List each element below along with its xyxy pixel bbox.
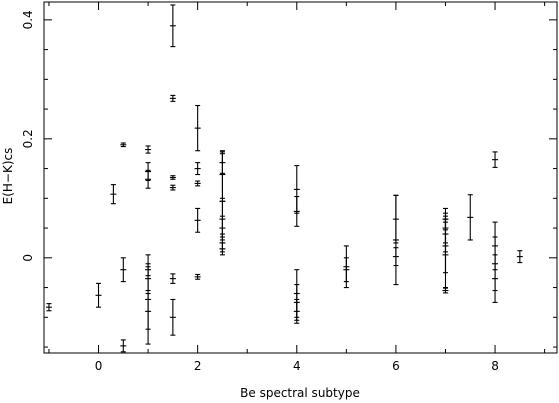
data-point — [194, 180, 201, 187]
data-point — [120, 142, 127, 148]
x-tick-label: 0 — [95, 359, 103, 373]
data-point — [467, 194, 474, 241]
data-point — [169, 4, 176, 48]
x-tick-label: 8 — [491, 359, 499, 373]
plot-frame — [43, 1, 558, 354]
data-point — [95, 282, 102, 308]
data-point — [392, 194, 399, 286]
data-point — [492, 151, 499, 168]
data-point — [120, 339, 127, 353]
data-points — [45, 4, 523, 353]
data-point — [392, 247, 399, 267]
data-point — [293, 298, 300, 324]
data-point — [194, 162, 201, 176]
data-point — [145, 292, 152, 330]
x-tick-label: 4 — [293, 359, 301, 373]
data-point — [442, 221, 449, 289]
data-point — [194, 207, 201, 233]
data-point — [194, 273, 201, 280]
y-tick-label: 0 — [21, 254, 35, 262]
data-point — [145, 169, 152, 189]
data-point — [219, 242, 226, 256]
data-point — [45, 303, 52, 312]
data-point — [145, 145, 152, 154]
axis-ticks — [44, 2, 557, 353]
y-tick-label: 0.4 — [21, 10, 35, 29]
data-point — [492, 254, 499, 303]
y-tick-label: 0.2 — [21, 129, 35, 148]
data-point — [169, 273, 176, 284]
x-tick-label: 2 — [194, 359, 202, 373]
data-point — [516, 250, 523, 264]
data-point — [169, 184, 176, 191]
data-point — [343, 257, 350, 283]
axis-tick-labels: 0 2 4 6 8 0 0.2 0.4 — [21, 10, 499, 373]
data-point — [293, 195, 300, 227]
y-axis-title: E(H−K)cs — [1, 148, 15, 205]
x-axis-title: Be spectral subtype — [240, 386, 360, 400]
data-point — [194, 104, 201, 152]
data-point — [120, 257, 127, 283]
x-tick-label: 6 — [392, 359, 400, 373]
data-point — [110, 184, 117, 205]
data-point — [442, 287, 449, 294]
data-point — [169, 298, 176, 336]
data-point — [169, 175, 176, 180]
data-point — [169, 94, 176, 102]
